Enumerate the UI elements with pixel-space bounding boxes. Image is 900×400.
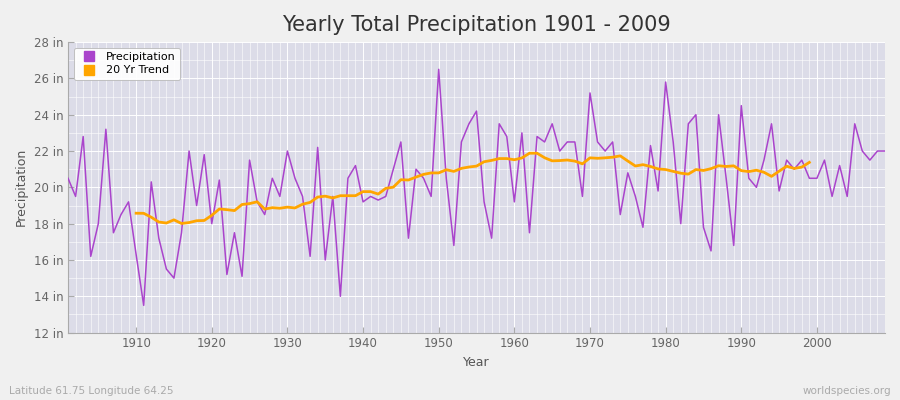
X-axis label: Year: Year	[464, 356, 490, 369]
Text: worldspecies.org: worldspecies.org	[803, 386, 891, 396]
Text: Latitude 61.75 Longitude 64.25: Latitude 61.75 Longitude 64.25	[9, 386, 174, 396]
Legend: Precipitation, 20 Yr Trend: Precipitation, 20 Yr Trend	[74, 48, 180, 80]
Title: Yearly Total Precipitation 1901 - 2009: Yearly Total Precipitation 1901 - 2009	[282, 15, 670, 35]
Y-axis label: Precipitation: Precipitation	[15, 148, 28, 226]
